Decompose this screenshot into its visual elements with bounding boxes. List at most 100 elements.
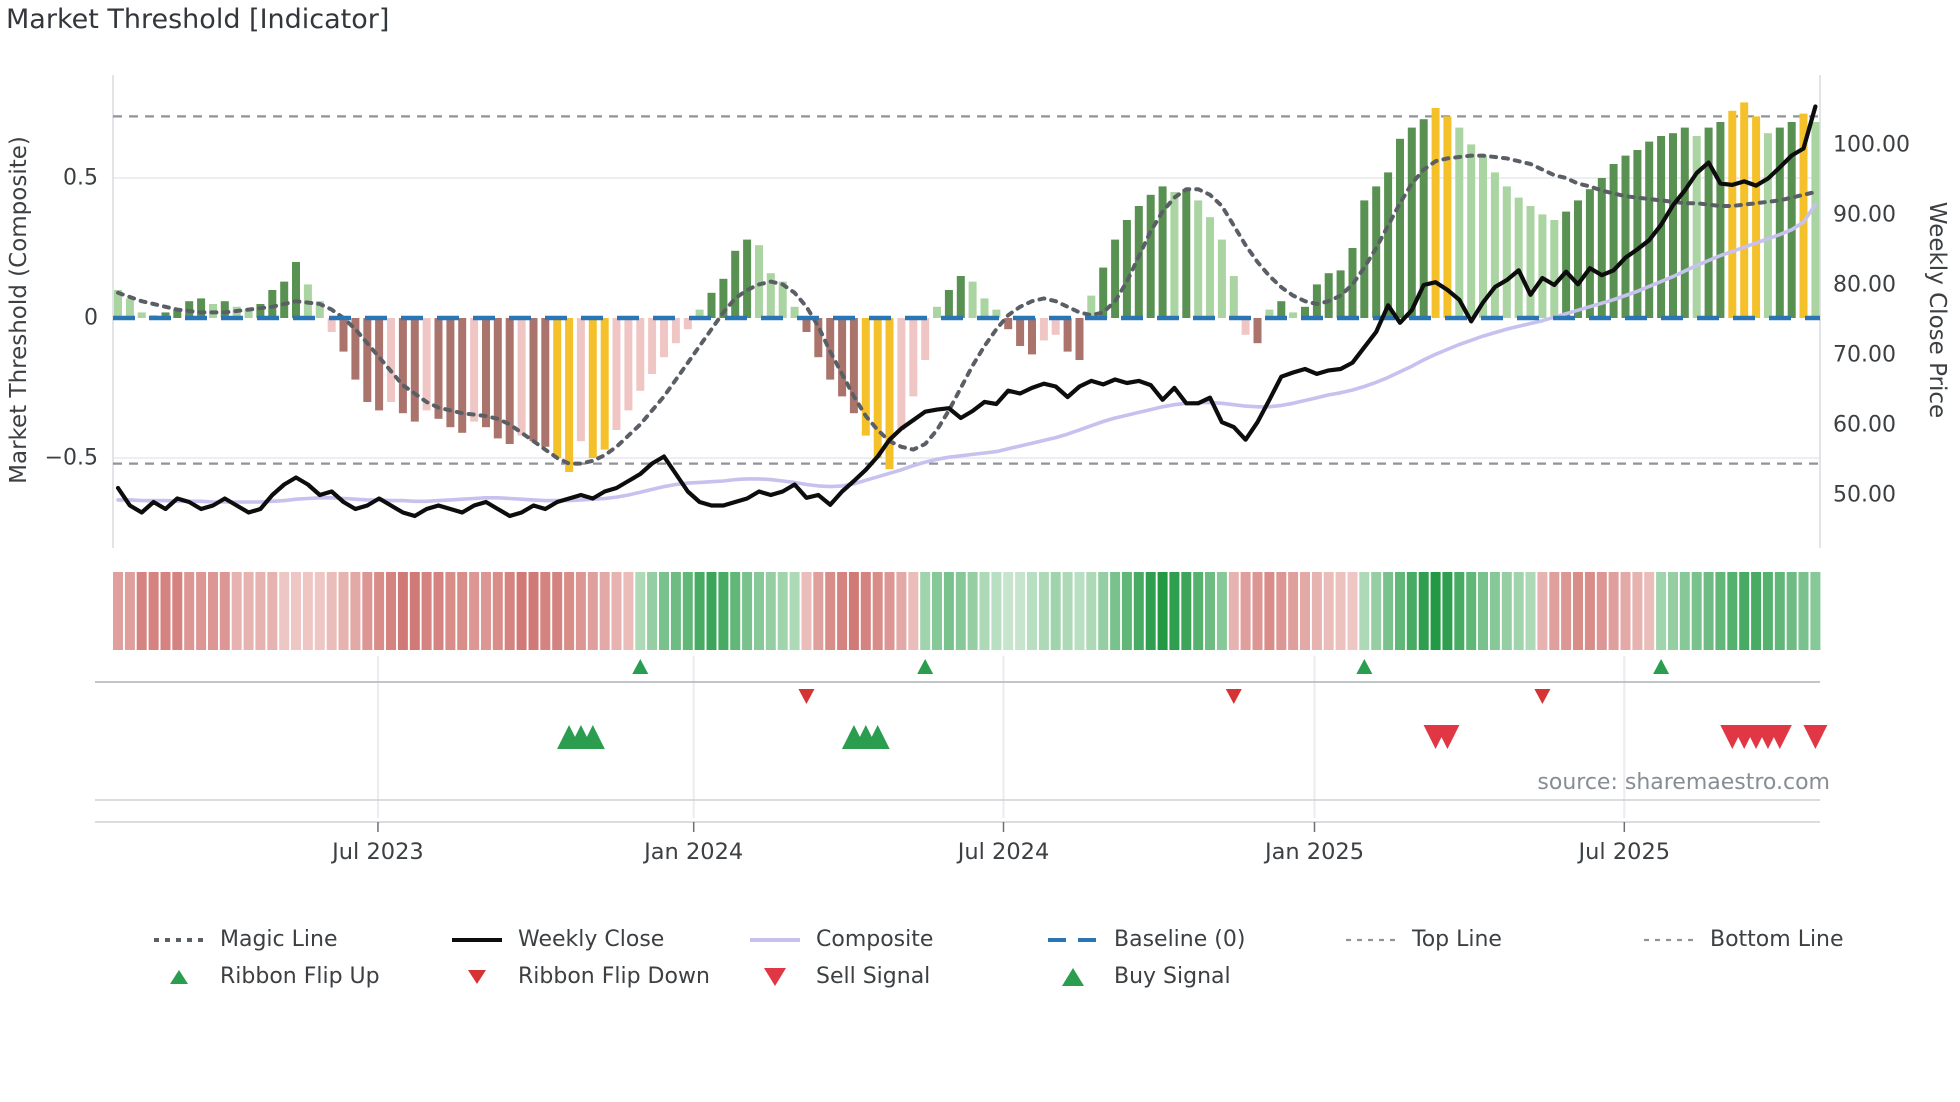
legend-swatch bbox=[448, 928, 506, 952]
threshold-bar bbox=[1775, 127, 1784, 318]
legend-label: Ribbon Flip Up bbox=[220, 964, 380, 989]
threshold-bar bbox=[1099, 267, 1108, 318]
legend-label: Top Line bbox=[1412, 927, 1502, 952]
ribbon-cell bbox=[1193, 572, 1204, 650]
ribbon-cell bbox=[1050, 572, 1061, 650]
threshold-bar bbox=[1502, 186, 1511, 318]
solid-line-icon bbox=[452, 937, 502, 942]
legend-item-buy-signal: Buy Signal bbox=[1044, 964, 1342, 989]
ribbon-cell bbox=[421, 572, 432, 650]
threshold-bar bbox=[1431, 108, 1440, 318]
left-axis-title: Market Threshold (Composite) bbox=[6, 136, 32, 484]
threshold-bar bbox=[826, 318, 835, 380]
ribbon-cell bbox=[279, 572, 290, 650]
ribbon-cell bbox=[1074, 572, 1085, 650]
threshold-bar bbox=[1384, 172, 1393, 318]
threshold-bar bbox=[1229, 276, 1238, 318]
threshold-bar bbox=[1253, 318, 1262, 344]
threshold-bar bbox=[529, 318, 538, 442]
threshold-bar bbox=[909, 318, 918, 397]
threshold-bar bbox=[648, 318, 657, 374]
threshold-bar bbox=[1122, 220, 1131, 318]
ribbon-flip-up-marker bbox=[632, 659, 649, 674]
threshold-bar bbox=[315, 301, 324, 318]
ribbon-cell bbox=[943, 572, 954, 650]
right-axis-tick-label: 50.00 bbox=[1833, 483, 1896, 508]
ribbon-cell bbox=[160, 572, 171, 650]
ribbon-cell bbox=[635, 572, 646, 650]
threshold-bar bbox=[327, 318, 336, 332]
ribbon-cell bbox=[1027, 572, 1037, 650]
source-note: source: sharemaestro.com bbox=[1537, 770, 1830, 795]
ribbon-cell bbox=[1762, 572, 1773, 650]
threshold-bar bbox=[968, 281, 977, 318]
ribbon-cell bbox=[1145, 572, 1156, 650]
ribbon-cell bbox=[730, 572, 741, 650]
ribbon-cell bbox=[1656, 572, 1667, 650]
threshold-bar bbox=[161, 312, 170, 318]
triangle-up-icon bbox=[1062, 967, 1084, 986]
right-axis-tick-label: 90.00 bbox=[1833, 203, 1896, 228]
right-axis-tick-label: 100.00 bbox=[1833, 133, 1910, 158]
ribbon-cell bbox=[1359, 572, 1370, 650]
ribbon-cell bbox=[1181, 572, 1192, 650]
fine-dashed-line-icon bbox=[1346, 938, 1396, 941]
chart-title: Market Threshold [Indicator] bbox=[6, 4, 390, 35]
threshold-bar bbox=[695, 309, 704, 318]
legend-label: Baseline (0) bbox=[1114, 927, 1246, 952]
ribbon-cell bbox=[1228, 572, 1239, 650]
threshold-bar bbox=[482, 318, 490, 428]
dotted-line-icon bbox=[154, 937, 204, 942]
ribbon-cell bbox=[1774, 572, 1785, 650]
ribbon-cell bbox=[1062, 572, 1073, 650]
ribbon-cell bbox=[599, 572, 610, 650]
ribbon-cell bbox=[409, 572, 420, 650]
ribbon-cell bbox=[1715, 572, 1726, 650]
x-axis-tick-label: Jul 2025 bbox=[1577, 839, 1671, 865]
ribbon-cell bbox=[742, 572, 753, 650]
threshold-bar bbox=[363, 318, 372, 402]
ribbon-cell bbox=[1537, 572, 1548, 650]
ribbon-cell bbox=[1406, 572, 1417, 650]
legend-swatch bbox=[150, 965, 208, 989]
threshold-bar bbox=[375, 318, 384, 411]
threshold-bar bbox=[1289, 312, 1298, 318]
ribbon-cell bbox=[1513, 572, 1524, 650]
legend-label: Buy Signal bbox=[1114, 964, 1231, 989]
ribbon-cell bbox=[1727, 572, 1738, 650]
ribbon-cell bbox=[1038, 572, 1049, 650]
legend-label: Composite bbox=[816, 927, 934, 952]
ribbon-cell bbox=[564, 572, 575, 650]
ribbon-cell bbox=[1276, 572, 1287, 650]
ribbon-cell bbox=[1015, 572, 1026, 650]
ribbon-cell bbox=[670, 572, 681, 650]
threshold-bar bbox=[1716, 122, 1725, 318]
ribbon-cell bbox=[1300, 572, 1310, 650]
ribbon-cell bbox=[777, 572, 788, 650]
threshold-bar bbox=[861, 318, 870, 436]
legend-item-composite: Composite bbox=[746, 927, 1044, 952]
threshold-bar bbox=[1063, 318, 1072, 352]
ribbon-flip-up-marker bbox=[917, 659, 934, 674]
ribbon-cell bbox=[872, 572, 883, 650]
threshold-bar bbox=[1407, 127, 1416, 318]
ribbon-cell bbox=[267, 572, 278, 650]
threshold-bar bbox=[1170, 192, 1179, 318]
ribbon-cell bbox=[1442, 572, 1453, 650]
ribbon-cell bbox=[955, 572, 966, 650]
threshold-bar bbox=[1562, 211, 1571, 318]
threshold-bar bbox=[256, 304, 265, 318]
ribbon-flip-up-marker bbox=[1356, 659, 1373, 674]
threshold-bar bbox=[1360, 200, 1369, 318]
threshold-bar bbox=[1526, 206, 1535, 318]
ribbon-cell bbox=[113, 572, 123, 650]
left-axis-tick-label: 0.5 bbox=[63, 166, 98, 191]
ribbon-cell bbox=[243, 572, 254, 650]
threshold-bar bbox=[446, 318, 455, 428]
threshold-bar bbox=[1312, 284, 1321, 318]
threshold-bar bbox=[434, 318, 443, 419]
threshold-bar bbox=[1799, 113, 1808, 318]
ribbon-cell bbox=[326, 572, 337, 650]
ribbon-cell bbox=[1169, 572, 1180, 650]
threshold-bar bbox=[944, 290, 953, 318]
